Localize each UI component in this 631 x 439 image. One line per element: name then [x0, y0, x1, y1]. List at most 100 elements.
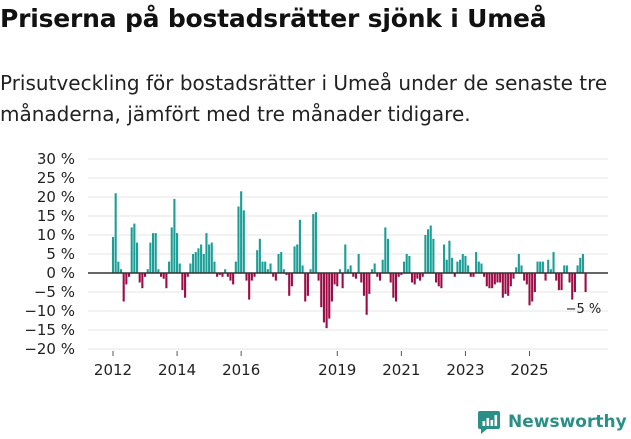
bar — [376, 273, 379, 277]
bar — [421, 273, 424, 277]
bar — [469, 273, 472, 277]
bar — [386, 238, 390, 273]
bar — [274, 273, 277, 281]
bar — [256, 250, 259, 273]
bar — [531, 273, 534, 302]
bar — [184, 273, 187, 298]
bar — [394, 273, 398, 302]
bar — [197, 248, 200, 273]
y-tick-label: −20 % — [24, 340, 75, 358]
y-tick-label: 5 % — [46, 245, 75, 263]
bar — [541, 261, 544, 273]
bar — [234, 261, 237, 273]
bar — [429, 225, 432, 273]
bar — [216, 273, 219, 277]
bar — [509, 273, 512, 287]
bar — [507, 273, 510, 296]
bar — [360, 273, 363, 283]
bar — [325, 273, 328, 329]
x-tick-label: 2012 — [94, 361, 132, 379]
bar — [229, 273, 232, 281]
bar — [138, 273, 141, 283]
bar — [400, 273, 403, 275]
newsworthy-logo[interactable]: Newsworthy — [476, 409, 627, 435]
y-tick-label: −5 % — [34, 283, 75, 301]
bar — [416, 273, 419, 279]
bar — [330, 273, 333, 302]
bar — [282, 269, 285, 273]
bar — [242, 210, 245, 273]
bar — [141, 273, 144, 289]
x-tick-label: 2016 — [222, 361, 260, 379]
bar — [149, 242, 152, 273]
bar — [480, 263, 483, 273]
bar — [154, 233, 157, 273]
x-tick-label: 2021 — [382, 361, 420, 379]
bar — [536, 261, 539, 273]
bar — [194, 252, 197, 273]
bar — [168, 261, 171, 273]
bar — [440, 273, 443, 289]
bar — [258, 238, 261, 273]
bar — [152, 233, 155, 273]
bar — [293, 246, 296, 273]
bar — [296, 244, 299, 273]
bar — [491, 273, 494, 289]
bar — [579, 257, 582, 273]
bar — [453, 273, 456, 277]
bar — [424, 235, 427, 273]
bar — [565, 265, 568, 273]
bar — [277, 254, 280, 273]
bar — [525, 273, 528, 285]
bar — [368, 273, 371, 294]
bar — [186, 273, 189, 277]
bar — [488, 273, 491, 289]
bar — [232, 273, 235, 285]
bar — [573, 273, 576, 292]
bar — [261, 261, 264, 273]
bar — [122, 273, 125, 302]
bar — [226, 273, 229, 277]
bar — [117, 261, 120, 273]
bar — [165, 273, 168, 289]
bar — [397, 273, 400, 277]
bar — [472, 273, 475, 277]
bar — [493, 273, 496, 285]
bar — [533, 273, 536, 292]
bar — [322, 273, 325, 323]
chart-title: Priserna på bostadsrätter sjönk i Umeå — [0, 4, 547, 33]
bar — [280, 252, 283, 273]
bar — [248, 273, 251, 300]
bar — [253, 273, 256, 277]
bar — [357, 254, 360, 273]
bar — [341, 273, 344, 289]
bar — [571, 273, 574, 300]
bar — [119, 269, 123, 273]
bar — [143, 273, 147, 277]
bar — [160, 273, 163, 277]
bar — [304, 273, 307, 302]
x-tick-label: 2014 — [158, 361, 196, 379]
bar — [205, 233, 208, 273]
newsworthy-logo-text: Newsworthy — [508, 412, 627, 432]
chart-subtitle: Prisutveckling för bostadsrätter i Umeå … — [0, 71, 608, 126]
bar — [298, 219, 301, 273]
y-tick-label: 25 % — [37, 169, 75, 187]
bar — [477, 261, 480, 273]
bar — [552, 252, 555, 273]
bar — [338, 269, 341, 273]
bar — [499, 273, 502, 283]
y-tick-label: 30 % — [37, 150, 75, 168]
bar — [133, 223, 136, 273]
bar — [189, 263, 192, 273]
bar — [576, 265, 579, 273]
bar — [250, 273, 253, 281]
bar — [317, 273, 320, 281]
bar — [218, 273, 221, 275]
bar — [157, 269, 160, 273]
bar — [384, 227, 387, 273]
bar — [432, 238, 435, 273]
bar — [237, 206, 240, 273]
bar — [402, 261, 406, 273]
bar — [504, 273, 507, 294]
